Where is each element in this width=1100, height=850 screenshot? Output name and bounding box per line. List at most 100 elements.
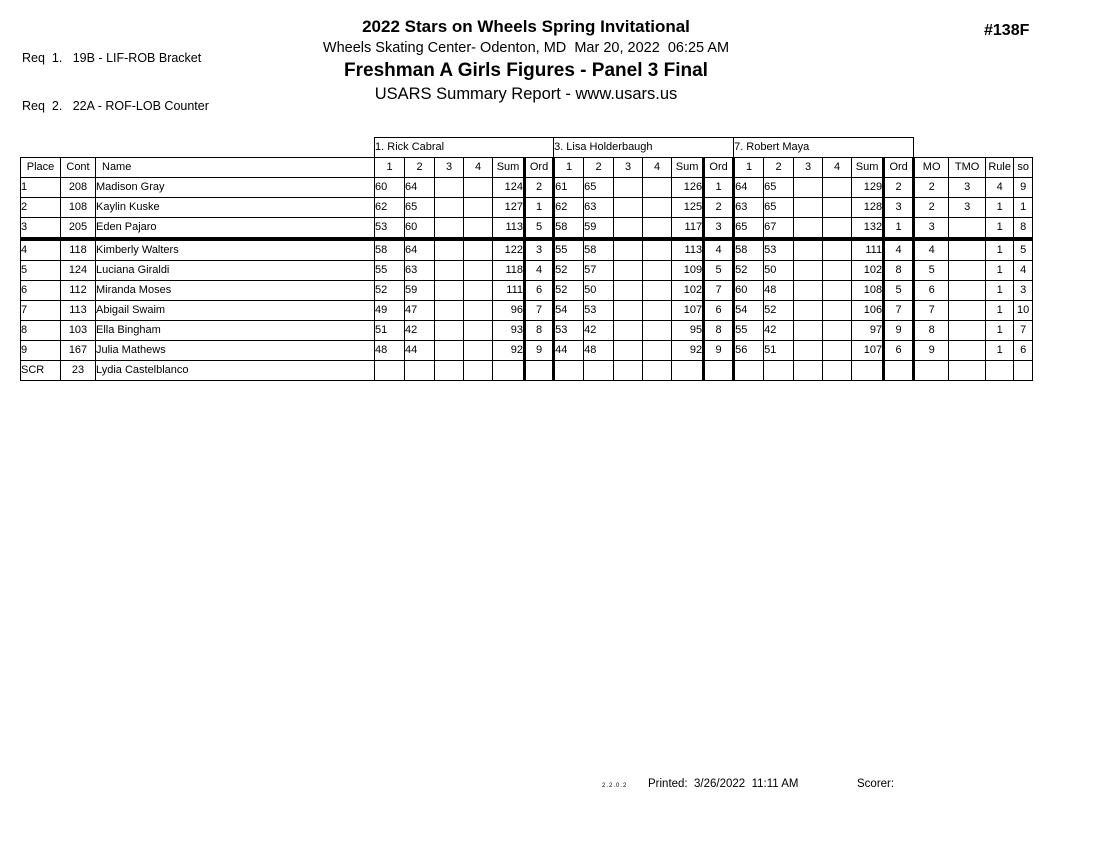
score-cell-j3: 63	[733, 197, 765, 218]
ord-cell-j2: 1	[702, 177, 736, 198]
score-cell-j1	[434, 320, 465, 341]
sum-cell-j2: 125	[671, 197, 705, 218]
name-cell: Abigail Swaim	[94, 300, 376, 321]
so-cell: 4	[1013, 260, 1034, 281]
ord-cell-j3	[882, 360, 916, 381]
rule-cell	[985, 360, 1015, 381]
requirements-block: Req 1. 19B - LIF-ROB Bracket Req 2. 22A …	[22, 18, 209, 146]
judge-header-row: 1. Rick Cabral 3. Lisa Holderbaugh 7. Robe…	[21, 137, 1033, 158]
mo-cell: 4	[913, 238, 950, 261]
sum-cell-j1: 127	[492, 197, 526, 218]
so-cell: 5	[1013, 238, 1034, 261]
sum-cell-j1: 118	[492, 260, 526, 281]
so-cell: 6	[1013, 340, 1034, 361]
so-cell: 8	[1013, 217, 1034, 241]
ord-cell-j2: 8	[702, 320, 736, 341]
score-cell-j2: 50	[583, 280, 615, 301]
score-cell-j2	[642, 300, 673, 321]
score-cell-j3: 52	[733, 260, 765, 281]
score-cell-j2: 63	[583, 197, 615, 218]
col-header-1-j2: 1	[553, 157, 585, 178]
score-cell-j1	[434, 360, 465, 381]
place-cell: 4	[20, 238, 61, 261]
ord-cell-j1: 6	[523, 280, 556, 301]
sum-cell-j3: 107	[851, 340, 885, 361]
ord-cell-j2: 7	[702, 280, 736, 301]
table-row: 8 103 Ella Bingham 51 42 93 8 53 42 95 8 55 42 97 9 8 1 7	[20, 320, 1034, 341]
score-cell-j2	[642, 320, 673, 341]
score-cell-j3	[793, 217, 824, 241]
col-header-ord-j3: Ord	[882, 157, 916, 178]
event-title: Freshman A Girls Figures - Panel 3 Final	[344, 60, 708, 81]
score-cell-j2	[613, 238, 644, 261]
score-cell-j2: 48	[583, 340, 615, 361]
tmo-cell	[948, 340, 987, 361]
score-cell-j3: 58	[733, 238, 765, 261]
score-cell-j1: 65	[404, 197, 436, 218]
cont-cell: 103	[60, 320, 96, 341]
tmo-cell: 3	[948, 177, 987, 198]
col-header-4-j3: 4	[822, 157, 853, 178]
rule-cell: 1	[985, 300, 1015, 321]
score-cell-j2	[613, 360, 644, 381]
col-header-1-j1: 1	[374, 157, 406, 178]
so-cell: 9	[1013, 177, 1034, 198]
cont-cell: 167	[60, 340, 96, 361]
score-cell-j1: 64	[404, 177, 436, 198]
place-cell: 1	[20, 177, 61, 198]
judge-row-spacer-right	[914, 138, 1033, 158]
cont-cell: 124	[60, 260, 96, 281]
title-block: 2022 Stars on Wheels Spring Invitational…	[0, 15, 1052, 106]
score-cell-j1	[463, 360, 494, 381]
event-number: #138F	[984, 22, 1030, 39]
ord-cell-j2: 3	[702, 217, 736, 241]
mo-cell: 8	[913, 320, 950, 341]
sum-cell-j1: 93	[492, 320, 526, 341]
name-cell: Ella Bingham	[94, 320, 376, 341]
version-mark: 2.2.0.2	[602, 783, 628, 789]
cont-cell: 205	[60, 217, 96, 241]
col-header-ord-j2: Ord	[702, 157, 736, 178]
score-cell-j1	[404, 360, 436, 381]
score-cell-j2	[553, 360, 585, 381]
score-cell-j2: 44	[553, 340, 585, 361]
mo-cell: 2	[913, 197, 950, 218]
col-header-sum-j2: Sum	[671, 157, 705, 178]
score-cell-j2	[613, 260, 644, 281]
mo-cell	[913, 360, 950, 381]
col-header-name: Name	[94, 157, 376, 178]
sum-cell-j2: 107	[671, 300, 705, 321]
score-cell-j1: 60	[374, 177, 406, 198]
col-header-place: Place	[20, 157, 61, 178]
score-cell-j2	[642, 260, 673, 281]
score-cell-j3	[793, 280, 824, 301]
score-cell-j2	[642, 197, 673, 218]
score-cell-j1: 52	[374, 280, 406, 301]
results-table: 1. Rick Cabral 3. Lisa Holderbaugh 7. Robe…	[20, 137, 1034, 381]
col-header-2-j2: 2	[583, 157, 615, 178]
score-cell-j2: 59	[583, 217, 615, 241]
sum-cell-j3: 108	[851, 280, 885, 301]
score-cell-j1: 42	[404, 320, 436, 341]
mo-cell: 3	[913, 217, 950, 241]
col-header-4-j1: 4	[463, 157, 494, 178]
name-cell: Madison Gray	[94, 177, 376, 198]
col-header-so: so	[1013, 157, 1034, 178]
score-cell-j3	[793, 238, 824, 261]
req-line-1: Req 1. 19B - LIF-ROB Bracket	[22, 51, 202, 65]
ord-cell-j3: 1	[882, 217, 916, 241]
sum-cell-j1: 122	[492, 238, 526, 261]
score-cell-j3	[793, 197, 824, 218]
name-cell: Kaylin Kuske	[94, 197, 376, 218]
printed-timestamp: Printed: 3/26/2022 11:11 AM	[648, 778, 799, 790]
cont-cell: 208	[60, 177, 96, 198]
score-cell-j1: 59	[404, 280, 436, 301]
score-cell-j3	[822, 260, 853, 281]
table-row: 2 108 Kaylin Kuske 62 65 127 1 62 63 125 2 63 65 128 3…	[20, 197, 1034, 218]
sum-cell-j2: 109	[671, 260, 705, 281]
score-cell-j2: 55	[553, 238, 585, 261]
tmo-cell	[948, 217, 987, 241]
sum-cell-j2: 102	[671, 280, 705, 301]
col-header-cont: Cont	[60, 157, 96, 178]
col-header-rule: Rule	[985, 157, 1015, 178]
